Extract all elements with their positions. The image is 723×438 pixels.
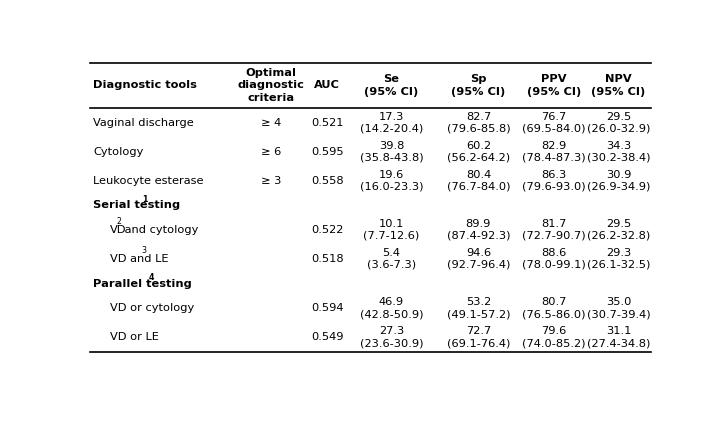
Text: 35.0
(30.7-39.4): 35.0 (30.7-39.4) — [586, 297, 650, 319]
Text: 60.2
(56.2-64.2): 60.2 (56.2-64.2) — [447, 141, 510, 162]
Text: 46.9
(42.8-50.9): 46.9 (42.8-50.9) — [360, 297, 423, 319]
Text: 88.6
(78.0-99.1): 88.6 (78.0-99.1) — [522, 248, 586, 270]
Text: PPV
(95% CI): PPV (95% CI) — [527, 74, 581, 97]
Text: 19.6
(16.0-23.3): 19.6 (16.0-23.3) — [360, 170, 423, 192]
Text: 53.2
(49.1-57.2): 53.2 (49.1-57.2) — [447, 297, 510, 319]
Text: ≥ 4: ≥ 4 — [261, 118, 281, 128]
Text: 29.5
(26.2-32.8): 29.5 (26.2-32.8) — [587, 219, 650, 241]
Text: 94.6
(92.7-96.4): 94.6 (92.7-96.4) — [447, 248, 510, 270]
Text: Se
(95% CI): Se (95% CI) — [364, 74, 419, 97]
Text: Cytology: Cytology — [93, 147, 144, 157]
Text: VD and LE: VD and LE — [110, 254, 168, 264]
Text: VD or cytology: VD or cytology — [110, 303, 194, 313]
Text: 76.7
(69.5-84.0): 76.7 (69.5-84.0) — [522, 112, 586, 134]
Text: 10.1
(7.7-12.6): 10.1 (7.7-12.6) — [364, 219, 419, 241]
Text: 82.7
(79.6-85.8): 82.7 (79.6-85.8) — [447, 112, 510, 134]
Text: 86.3
(79.6-93.0): 86.3 (79.6-93.0) — [522, 170, 586, 192]
Text: ≥ 6: ≥ 6 — [261, 147, 281, 157]
Text: 82.9
(78.4-87.3): 82.9 (78.4-87.3) — [522, 141, 586, 162]
Text: ≥ 3: ≥ 3 — [261, 176, 281, 186]
Text: Serial testing: Serial testing — [93, 200, 180, 210]
Text: 0.521: 0.521 — [311, 118, 343, 128]
Text: 30.9
(26.9-34.9): 30.9 (26.9-34.9) — [587, 170, 650, 192]
Text: AUC: AUC — [315, 81, 340, 90]
Text: 2: 2 — [117, 217, 122, 226]
Text: 72.7
(69.1-76.4): 72.7 (69.1-76.4) — [447, 326, 510, 348]
Text: 0.522: 0.522 — [311, 225, 343, 235]
Text: Parallel testing: Parallel testing — [93, 279, 192, 289]
Text: 81.7
(72.7-90.7): 81.7 (72.7-90.7) — [522, 219, 586, 241]
Text: 80.7
(76.5-86.0): 80.7 (76.5-86.0) — [522, 297, 586, 319]
Text: 89.9
(87.4-92.3): 89.9 (87.4-92.3) — [447, 219, 510, 241]
Text: 29.5
(26.0-32.9): 29.5 (26.0-32.9) — [587, 112, 650, 134]
Text: Sp
(95% CI): Sp (95% CI) — [451, 74, 505, 97]
Text: 5.4
(3.6-7.3): 5.4 (3.6-7.3) — [367, 248, 416, 270]
Text: 0.518: 0.518 — [311, 254, 343, 264]
Text: 3: 3 — [141, 246, 146, 255]
Text: 0.595: 0.595 — [311, 147, 343, 157]
Text: 1: 1 — [142, 195, 147, 204]
Text: 31.1
(27.4-34.8): 31.1 (27.4-34.8) — [587, 326, 650, 348]
Text: 17.3
(14.2-20.4): 17.3 (14.2-20.4) — [360, 112, 423, 134]
Text: 0.558: 0.558 — [311, 176, 343, 186]
Text: 27.3
(23.6-30.9): 27.3 (23.6-30.9) — [360, 326, 423, 348]
Text: NPV
(95% CI): NPV (95% CI) — [591, 74, 646, 97]
Text: Leukocyte esterase: Leukocyte esterase — [93, 176, 204, 186]
Text: 0.549: 0.549 — [311, 332, 343, 342]
Text: 39.8
(35.8-43.8): 39.8 (35.8-43.8) — [360, 141, 424, 162]
Text: 4: 4 — [149, 273, 154, 283]
Text: Diagnostic tools: Diagnostic tools — [93, 81, 197, 90]
Text: Vaginal discharge: Vaginal discharge — [93, 118, 194, 128]
Text: 79.6
(74.0-85.2): 79.6 (74.0-85.2) — [522, 326, 586, 348]
Text: VD or LE: VD or LE — [110, 332, 159, 342]
Text: 29.3
(26.1-32.5): 29.3 (26.1-32.5) — [587, 248, 650, 270]
Text: 34.3
(30.2-38.4): 34.3 (30.2-38.4) — [587, 141, 650, 162]
Text: and cytology: and cytology — [121, 225, 199, 235]
Text: 0.594: 0.594 — [311, 303, 343, 313]
Text: VD: VD — [110, 225, 127, 235]
Text: Optimal
diagnostic
criteria: Optimal diagnostic criteria — [238, 68, 304, 103]
Text: 80.4
(76.7-84.0): 80.4 (76.7-84.0) — [447, 170, 510, 192]
